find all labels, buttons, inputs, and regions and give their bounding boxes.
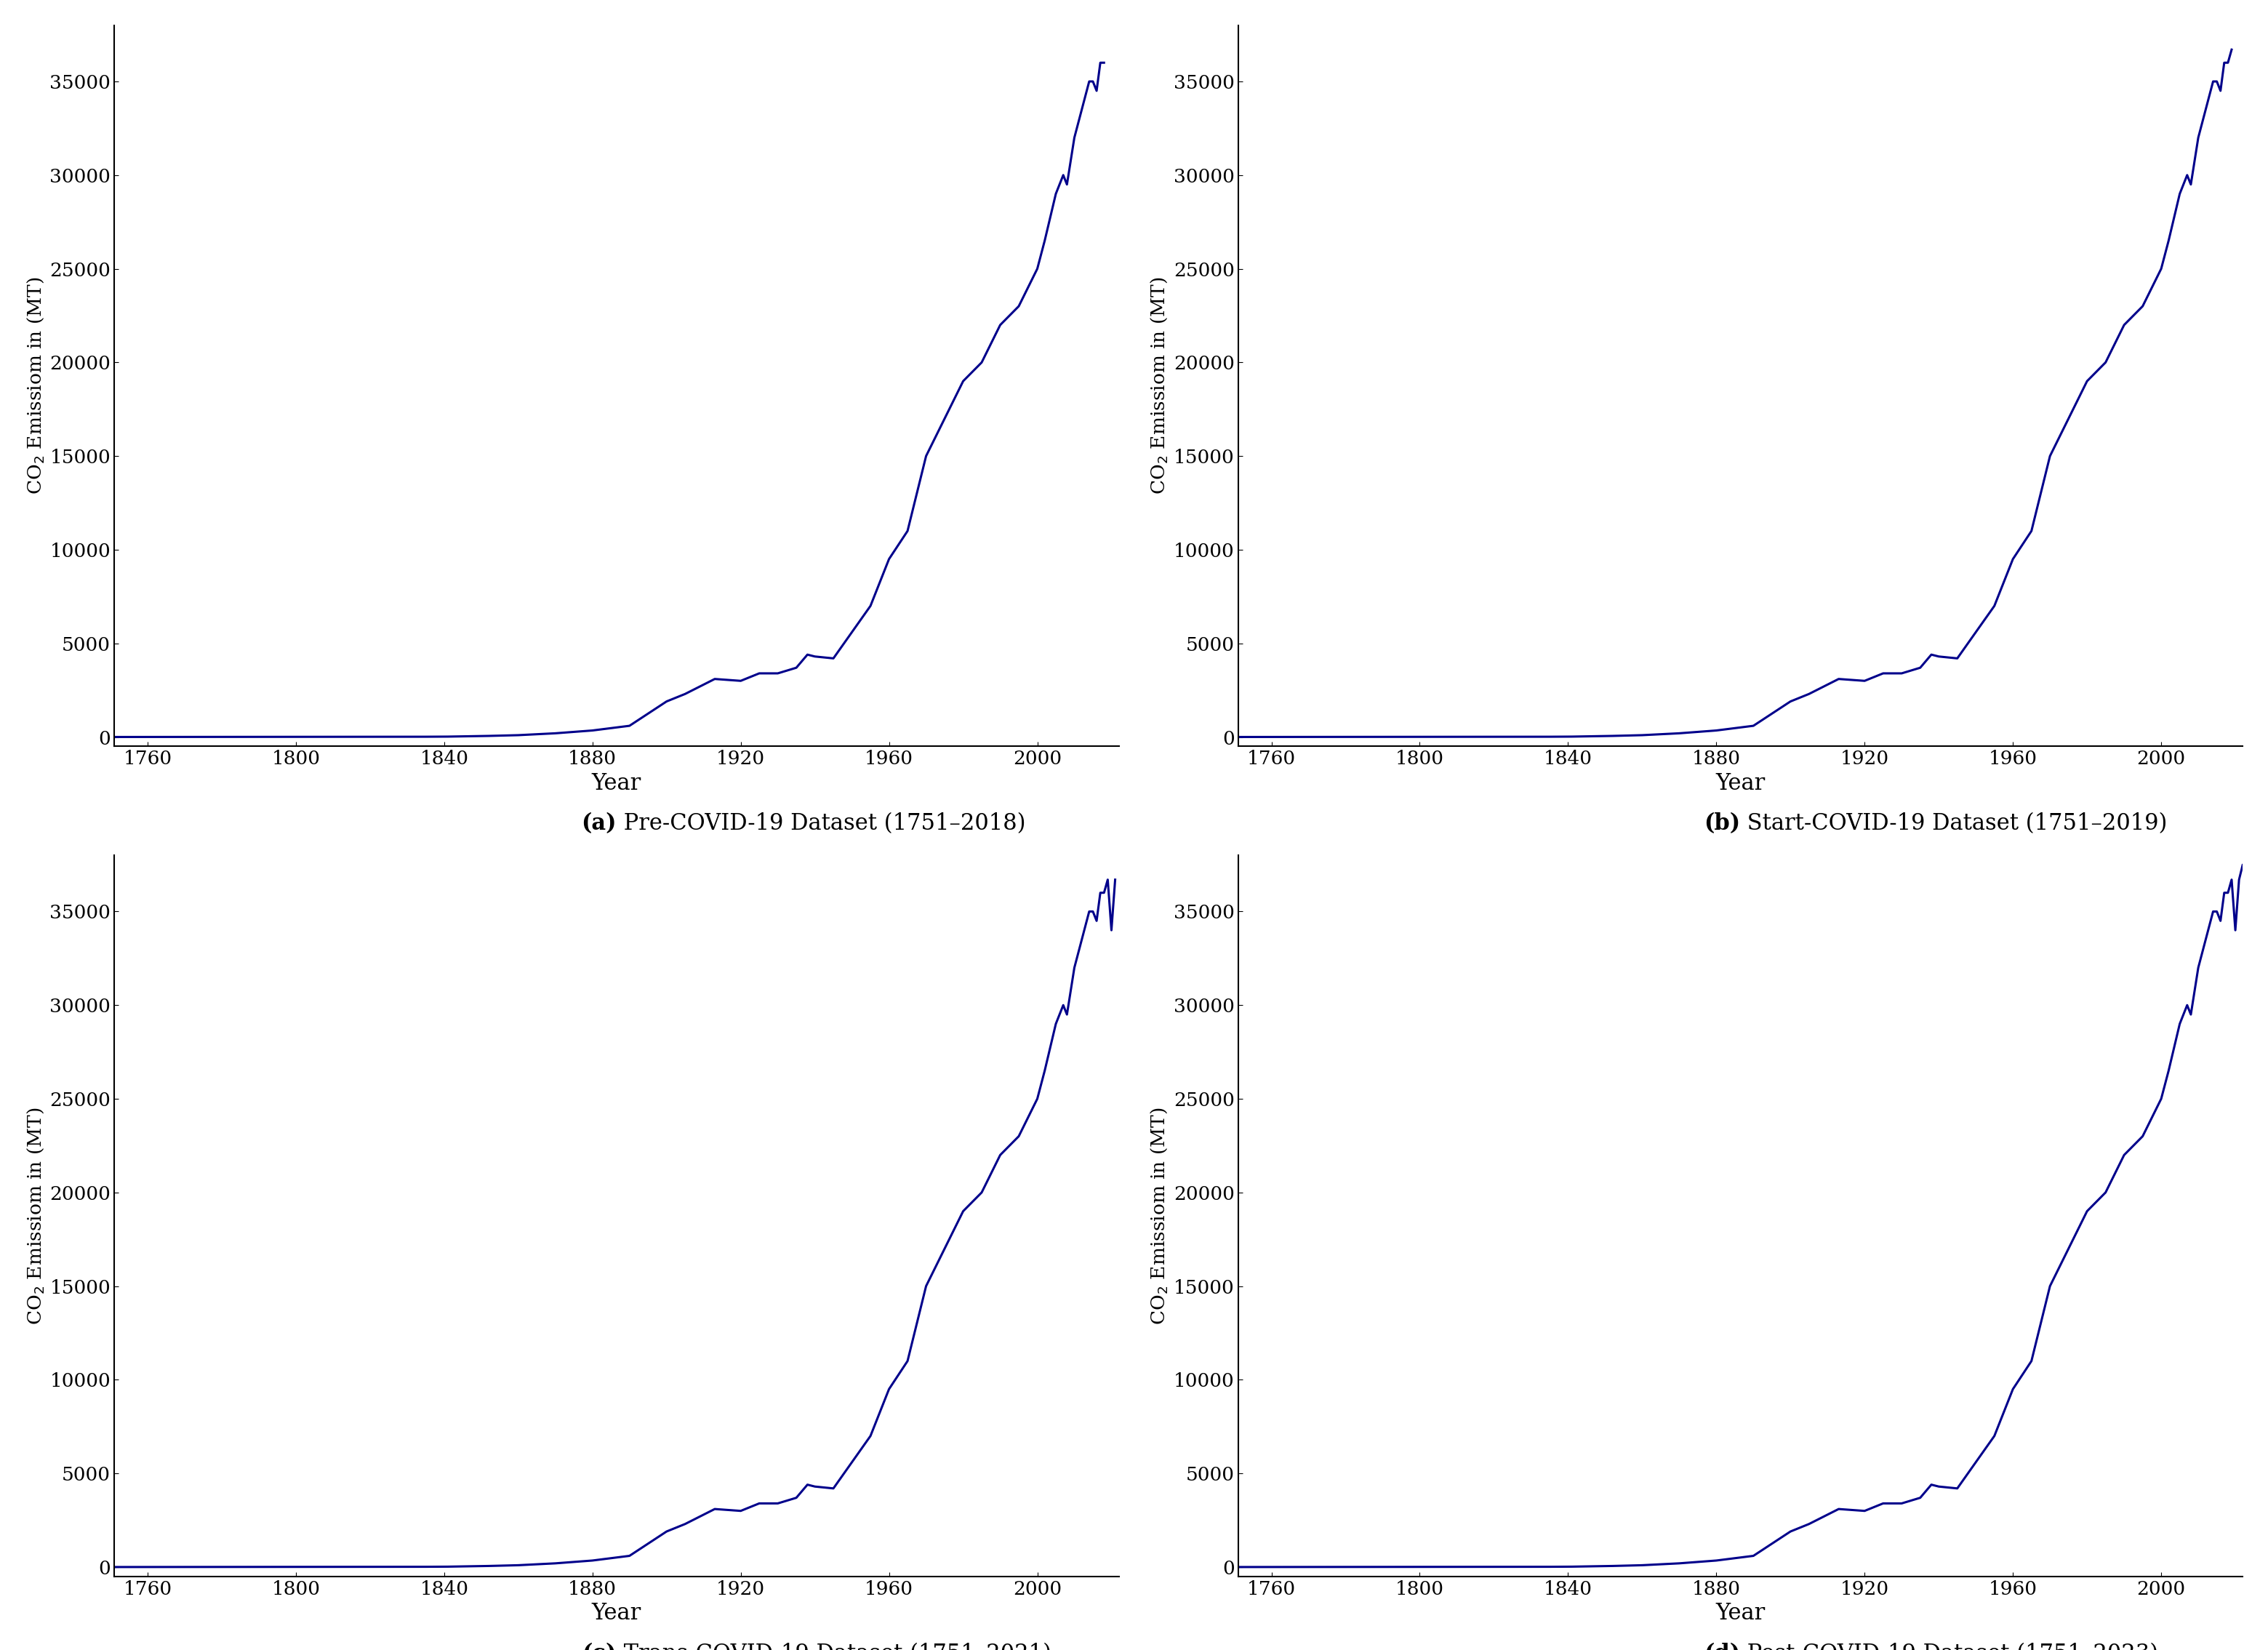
X-axis label: Year: Year bbox=[592, 1602, 642, 1625]
Text: (c): (c) bbox=[583, 1642, 617, 1650]
Text: Trans-COVID-19 Dataset (1751–2021): Trans-COVID-19 Dataset (1751–2021) bbox=[617, 1642, 1052, 1650]
X-axis label: Year: Year bbox=[592, 772, 642, 795]
Text: Post-COVID-19 Dataset (1751–2023): Post-COVID-19 Dataset (1751–2023) bbox=[1740, 1642, 2159, 1650]
Text: Start-COVID-19 Dataset (1751–2019): Start-COVID-19 Dataset (1751–2019) bbox=[1740, 812, 2168, 835]
Y-axis label: CO$_2$ Emissiom in (MT): CO$_2$ Emissiom in (MT) bbox=[1150, 277, 1170, 495]
X-axis label: Year: Year bbox=[1715, 1602, 1765, 1625]
Y-axis label: CO$_2$ Emissiom in (MT): CO$_2$ Emissiom in (MT) bbox=[25, 277, 45, 495]
Text: (a): (a) bbox=[581, 812, 617, 835]
Text: (d): (d) bbox=[1703, 1642, 1740, 1650]
Y-axis label: CO$_2$ Emissiom in (MT): CO$_2$ Emissiom in (MT) bbox=[1150, 1107, 1170, 1325]
X-axis label: Year: Year bbox=[1715, 772, 1765, 795]
Y-axis label: CO$_2$ Emissiom in (MT): CO$_2$ Emissiom in (MT) bbox=[25, 1107, 45, 1325]
Text: Pre-COVID-19 Dataset (1751–2018): Pre-COVID-19 Dataset (1751–2018) bbox=[617, 812, 1025, 835]
Text: (b): (b) bbox=[1703, 812, 1740, 835]
